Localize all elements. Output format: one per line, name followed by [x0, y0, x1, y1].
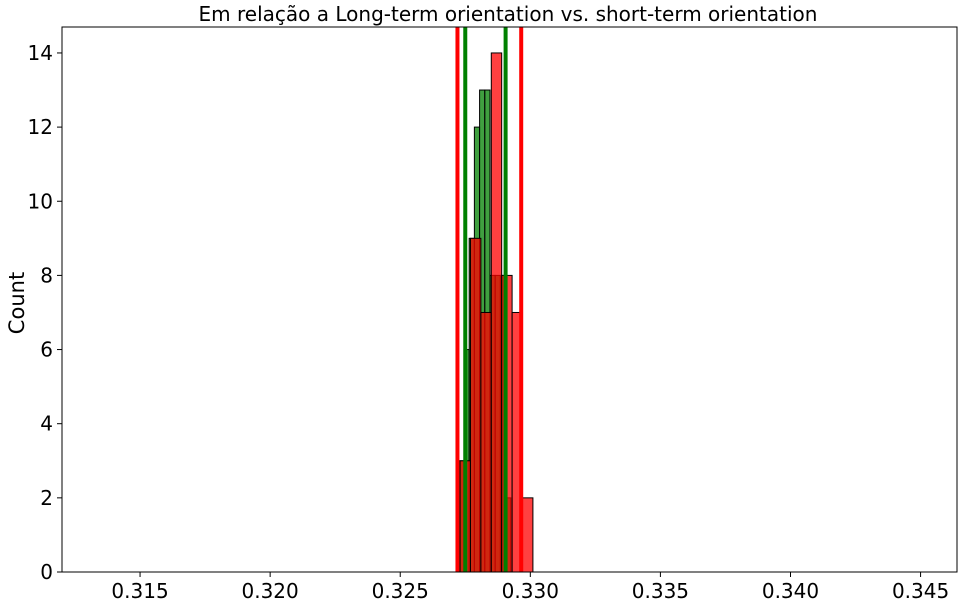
- x-tick-label: 0.330: [502, 579, 559, 603]
- x-tick-label: 0.335: [632, 579, 689, 603]
- plot-frame: [61, 26, 958, 573]
- x-tick-label: 0.345: [892, 579, 949, 603]
- y-axis-label: Count: [5, 272, 29, 334]
- chart-title: Em relação a Long-term orientation vs. s…: [199, 2, 818, 26]
- x-tick-label: 0.320: [242, 579, 299, 603]
- x-tick-label: 0.315: [111, 579, 168, 603]
- y-tick-label: 10: [28, 189, 53, 213]
- histogram-bar: [469, 237, 482, 573]
- x-tick-label: 0.325: [372, 579, 429, 603]
- y-tick-label: 14: [28, 41, 53, 65]
- x-tick-label: 0.340: [762, 579, 819, 603]
- y-tick-label: 6: [40, 338, 53, 362]
- vlines-layer: [455, 27, 524, 572]
- histogram-bar: [480, 311, 492, 573]
- y-tick-label: 8: [40, 263, 53, 287]
- y-tick-label: 12: [28, 115, 53, 139]
- x-axis-ticks: 0.315 0.320 0.325 0.330 0.335 0.340 0.345: [111, 572, 949, 603]
- histogram-bar: [522, 497, 534, 573]
- y-tick-label: 4: [40, 412, 53, 436]
- y-tick-label: 0: [40, 560, 53, 584]
- histogram-bar: [490, 52, 503, 573]
- y-axis-ticks: 0 2 4 6 8 10 12 14: [28, 41, 62, 584]
- y-tick-label: 2: [40, 486, 53, 510]
